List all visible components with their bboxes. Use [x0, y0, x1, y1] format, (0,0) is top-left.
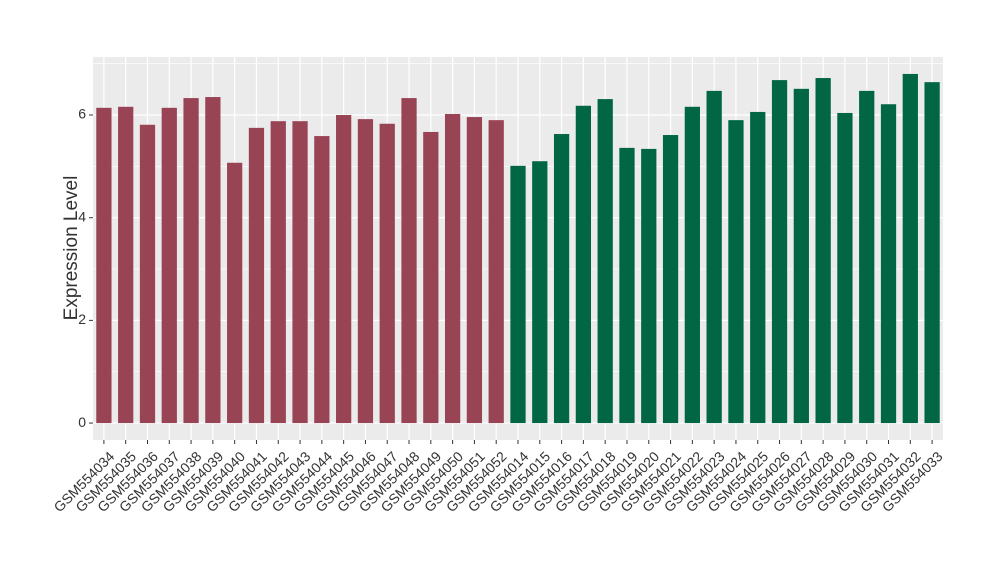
bar [837, 112, 853, 424]
bar [248, 127, 265, 424]
bar [314, 136, 330, 424]
bar [575, 105, 592, 424]
bar [183, 98, 199, 424]
y-tick-label: 6 [78, 106, 86, 122]
bar [902, 73, 918, 424]
bar [488, 120, 504, 424]
bar [444, 113, 461, 424]
bar [662, 135, 679, 424]
bar [379, 123, 395, 424]
bar [924, 82, 940, 424]
bar [597, 99, 613, 424]
bar [270, 121, 286, 424]
bar [292, 121, 308, 424]
bar [161, 107, 177, 424]
y-tick-label: 4 [78, 208, 86, 224]
bar [880, 104, 897, 424]
bar [96, 107, 112, 424]
bar [532, 161, 548, 424]
bar [423, 131, 439, 424]
bar [771, 80, 788, 424]
bar [815, 78, 831, 424]
bar [357, 119, 374, 424]
bar [706, 90, 722, 424]
bar [793, 88, 809, 424]
y-tick-label: 2 [78, 311, 86, 327]
bar [510, 165, 526, 424]
bar [641, 148, 657, 424]
bar [227, 162, 243, 424]
y-tick-label: 0 [78, 414, 86, 430]
bar [139, 124, 156, 424]
bar [118, 106, 134, 424]
bar [553, 134, 570, 424]
bar [684, 106, 700, 424]
bar [336, 115, 352, 424]
bar [205, 97, 221, 424]
bar [401, 98, 417, 424]
bar [466, 117, 483, 424]
bar [728, 120, 744, 424]
y-axis-title: Expression Level [61, 176, 82, 321]
bar [859, 90, 875, 424]
bar [750, 111, 766, 424]
bar [619, 147, 635, 424]
